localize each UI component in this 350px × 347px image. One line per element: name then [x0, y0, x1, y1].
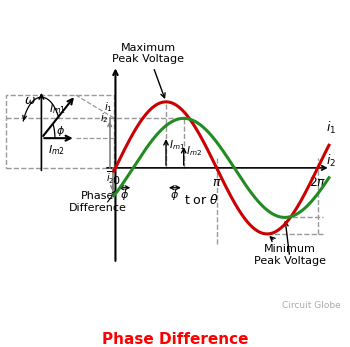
Text: $\phi$: $\phi$	[170, 188, 179, 202]
Text: $i_2$: $i_2$	[100, 111, 108, 125]
Text: $\omega$: $\omega$	[24, 94, 36, 107]
Text: $i_1$: $i_1$	[104, 101, 113, 115]
Text: Phase
Difference: Phase Difference	[69, 191, 127, 213]
Text: $I_{m2}$: $I_{m2}$	[48, 143, 65, 156]
Text: Maximum
Peak Voltage: Maximum Peak Voltage	[112, 43, 184, 98]
Text: $I_{m1}$: $I_{m1}$	[169, 138, 185, 152]
Text: 0: 0	[112, 176, 119, 186]
Text: $\phi$: $\phi$	[56, 124, 65, 138]
Text: $I_{m1}$: $I_{m1}$	[49, 102, 66, 116]
Text: $\overline{i_2}$: $\overline{i_2}$	[106, 170, 116, 186]
Text: Phase Difference: Phase Difference	[102, 332, 248, 347]
Text: $i_1$: $i_1$	[326, 120, 336, 136]
Text: t or $\theta$: t or $\theta$	[184, 193, 219, 207]
Text: $i_2$: $i_2$	[326, 153, 336, 169]
Text: Minimum
Peak Voltage: Minimum Peak Voltage	[254, 237, 326, 266]
Text: Circuit Globe: Circuit Globe	[282, 301, 340, 310]
Text: $2\pi$: $2\pi$	[309, 176, 327, 189]
Text: $\pi$: $\pi$	[212, 176, 222, 189]
Text: $I_{m2}$: $I_{m2}$	[186, 144, 202, 158]
Text: $\phi$: $\phi$	[120, 188, 129, 202]
